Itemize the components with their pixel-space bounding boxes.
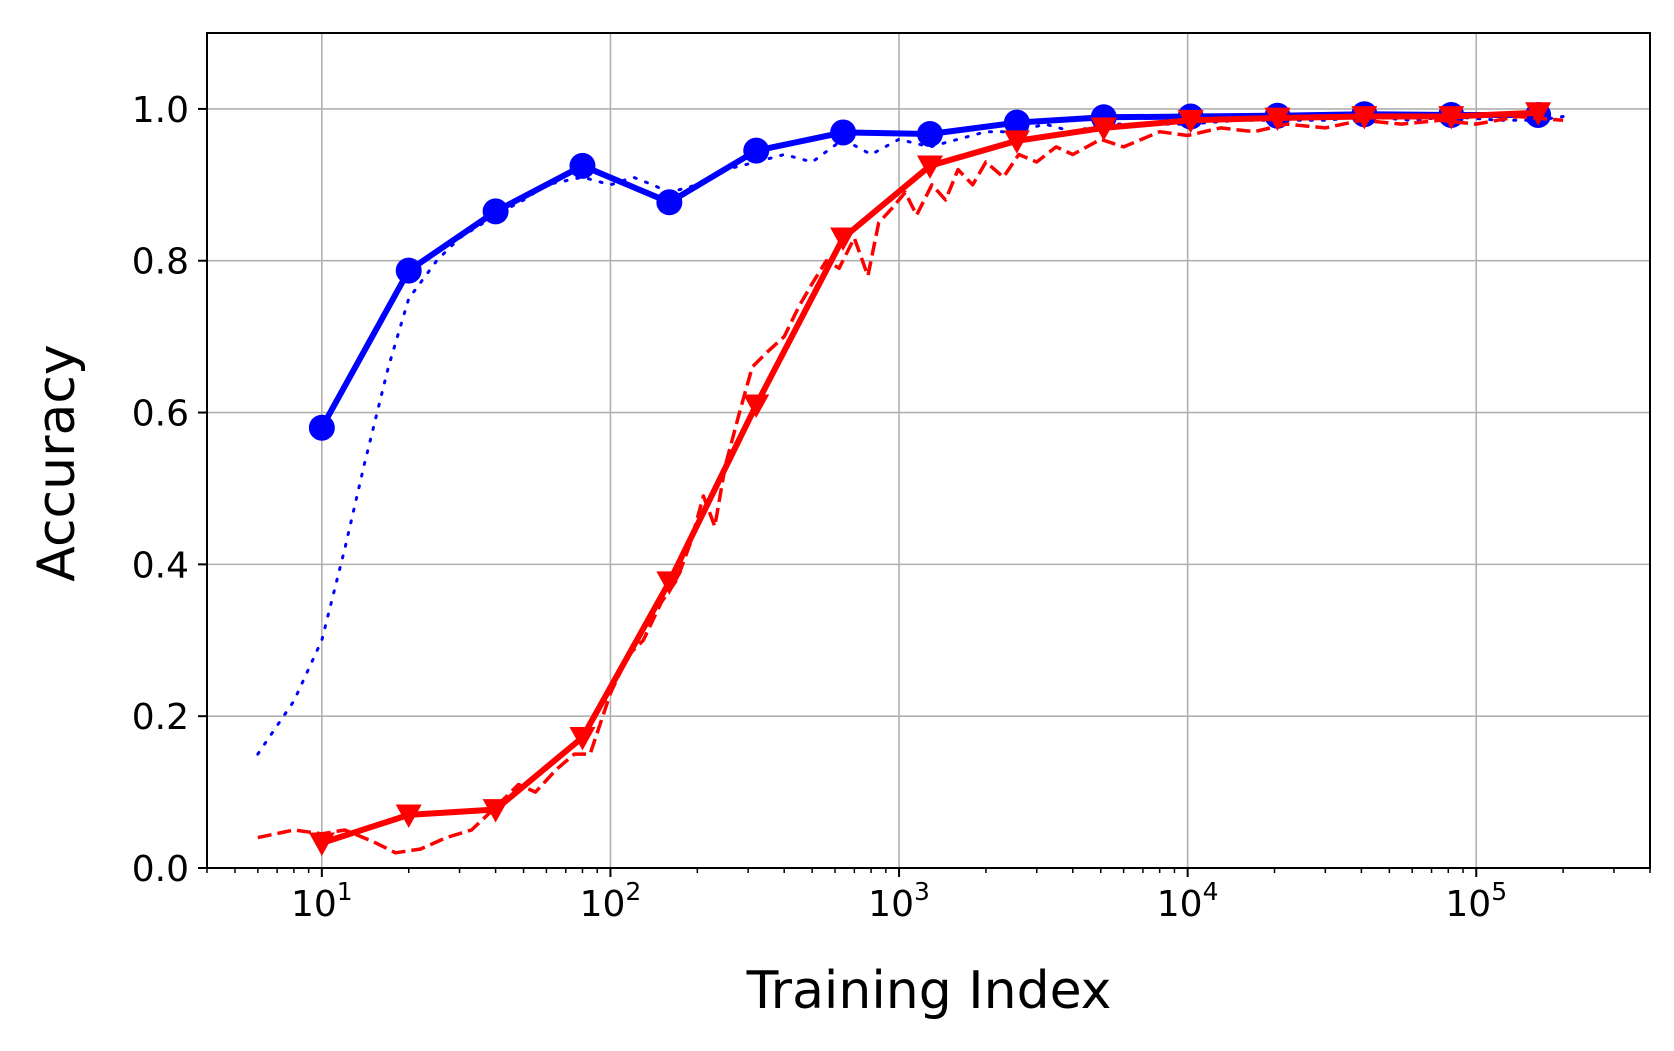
data-point [482,799,509,823]
data-point [656,571,683,595]
data-point [482,198,509,225]
data-point [308,414,335,441]
plot-series [256,101,1565,856]
series-3 [257,114,1564,855]
data-point [916,155,943,179]
y-tick-label: 0.4 [132,545,189,586]
y-tick-label: 0.8 [132,242,189,283]
y-tick-label: 0.0 [132,849,189,890]
y-tick-label: 0.2 [132,697,189,738]
series-line [257,114,1564,855]
data-point [569,727,596,751]
data-point [1177,109,1204,134]
data-point [830,227,857,251]
data-point [830,119,857,146]
data-point [1351,106,1378,130]
data-point [395,804,422,828]
data-point [1090,117,1117,141]
data-point [1264,107,1291,132]
axes: 101 102 103 104 105 0.0 0.2 0.4 0.6 0.8 1.0 [132,32,1651,925]
x-tick-label: 104 [1157,877,1219,925]
x-tick-label: 105 [1445,877,1507,925]
data-point [743,137,770,164]
x-tick-label: 101 [291,877,353,925]
axis-labels: Training Index Accuracy [27,344,1111,1021]
data-point [569,152,596,179]
y-tick-label: 0.6 [132,394,189,435]
y-tick-label: 1.0 [132,90,189,131]
data-point [916,120,943,147]
data-point [656,189,683,216]
series-2 [308,102,1552,856]
data-point [1003,130,1030,154]
data-point [1003,109,1030,136]
x-axis-title: Training Index [746,961,1112,1021]
data-point [743,394,770,418]
x-tick-label: 102 [580,877,642,925]
data-point [308,832,335,856]
x-tick-label: 103 [868,877,930,925]
data-point [1525,102,1552,126]
plot-frame [206,32,1651,869]
data-point [395,257,422,284]
data-point [1438,106,1465,130]
y-axis-title: Accuracy [27,344,87,581]
